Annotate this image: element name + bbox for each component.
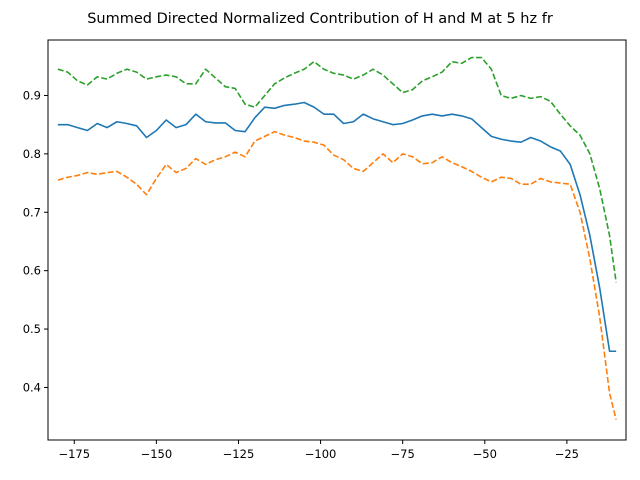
series-line-3	[57, 56, 617, 283]
y-tick-label: 0.9	[23, 88, 41, 102]
x-tick-label: −125	[223, 447, 255, 461]
y-tick-label: 0.5	[23, 322, 41, 336]
x-tick-label: −75	[391, 447, 415, 461]
chart-title: Summed Directed Normalized Contribution …	[87, 11, 553, 27]
series-line-2	[57, 130, 617, 420]
axes-frame	[47, 39, 627, 441]
x-tick-label: −50	[473, 447, 497, 461]
x-tick-label: −150	[141, 447, 173, 461]
y-tick-label: 0.7	[23, 205, 41, 219]
y-axis: 0.4 0.5 0.6 0.7 0.8 0.9	[23, 88, 48, 394]
y-tick-label: 0.8	[23, 147, 41, 161]
series-layer	[57, 56, 617, 420]
x-tick-label: −25	[555, 447, 579, 461]
series-line-1	[57, 101, 617, 353]
y-tick-label: 0.4	[23, 380, 41, 394]
x-tick-label: −100	[305, 447, 337, 461]
x-tick-label: −175	[58, 447, 90, 461]
y-tick-label: 0.6	[23, 264, 41, 278]
x-axis: −175 −150 −125 −100 −75 −50 −25	[58, 440, 579, 461]
